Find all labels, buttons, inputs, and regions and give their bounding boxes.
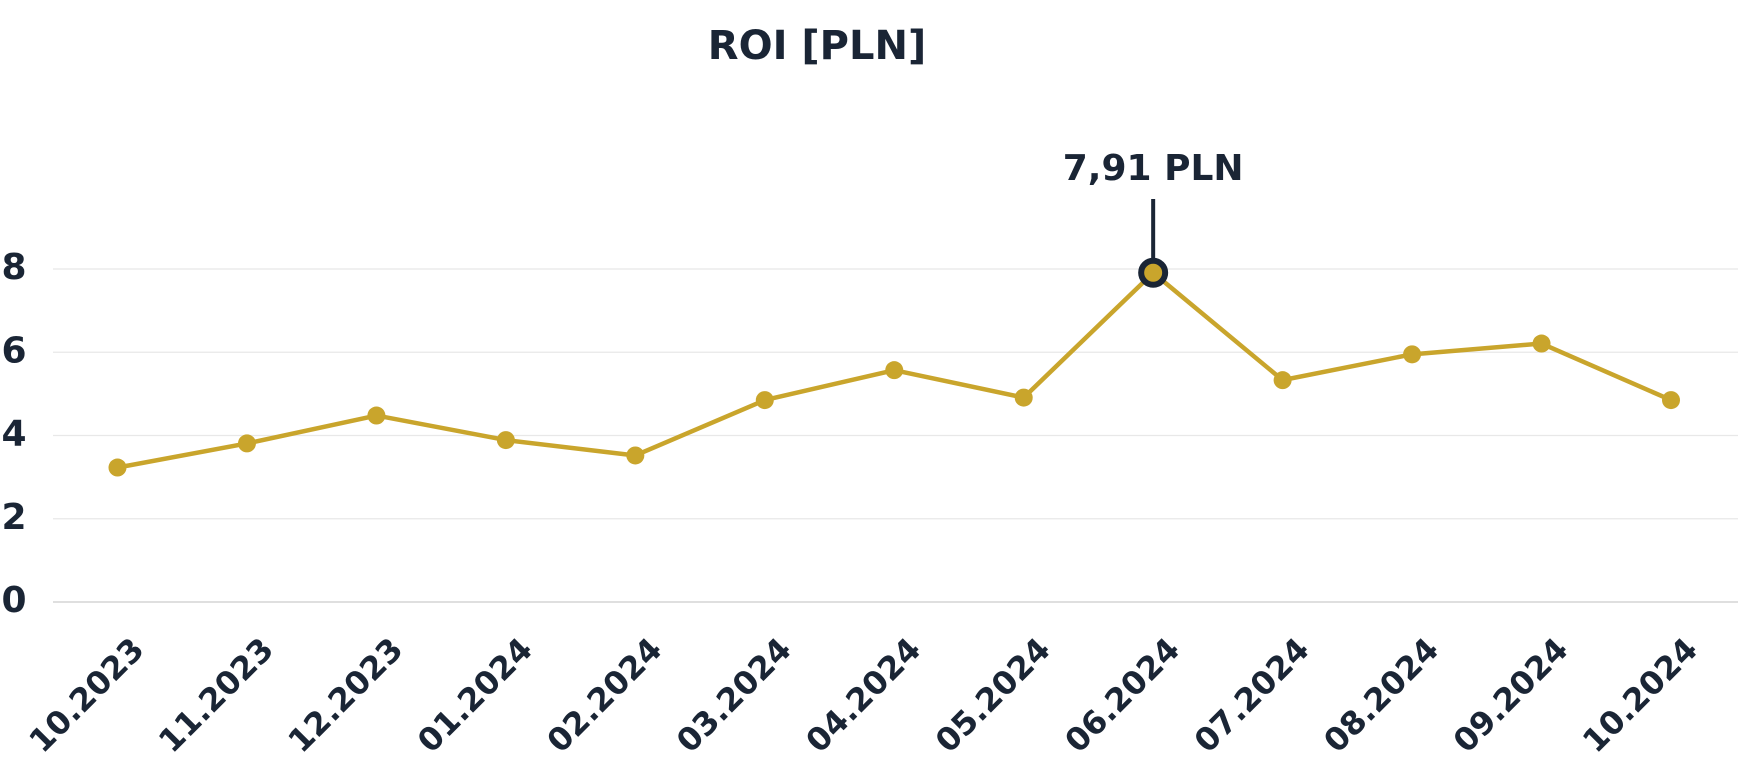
chart-title: ROI [PLN] <box>708 23 926 69</box>
x-tick-label: 09.2024 <box>1446 630 1576 760</box>
y-tick-label: 8 <box>1 247 26 288</box>
x-tick-label: 07.2024 <box>1187 630 1317 760</box>
x-tick-label: 04.2024 <box>798 630 928 760</box>
x-tick-label: 06.2024 <box>1057 630 1187 760</box>
x-tick-label: 11.2023 <box>151 630 281 760</box>
point <box>1014 388 1033 407</box>
x-tick-label: 05.2024 <box>928 630 1058 760</box>
point <box>108 458 127 477</box>
point <box>496 431 515 450</box>
point <box>755 391 774 410</box>
point <box>1273 371 1292 390</box>
point <box>626 446 645 465</box>
point <box>1403 345 1422 364</box>
value-label: 7,91 PLN <box>1063 148 1244 189</box>
point <box>237 434 256 453</box>
y-tick-label: 6 <box>1 330 26 371</box>
y-tick-label: 2 <box>1 497 26 538</box>
x-tick-label: 10.2024 <box>1575 630 1705 760</box>
x-tick-label: 10.2023 <box>22 630 152 760</box>
point <box>885 361 904 380</box>
x-tick-label: 01.2024 <box>410 630 540 760</box>
point <box>1662 391 1680 410</box>
y-tick-label: 4 <box>1 414 26 455</box>
point <box>367 406 386 425</box>
point <box>1532 334 1551 353</box>
x-tick-label: 03.2024 <box>669 630 799 760</box>
x-tick-label: 02.2024 <box>539 630 669 760</box>
highlight-point <box>1138 257 1169 288</box>
x-tick-label: 08.2024 <box>1316 630 1446 760</box>
y-tick-label: 0 <box>1 580 26 621</box>
x-tick-label: 12.2023 <box>281 630 411 760</box>
